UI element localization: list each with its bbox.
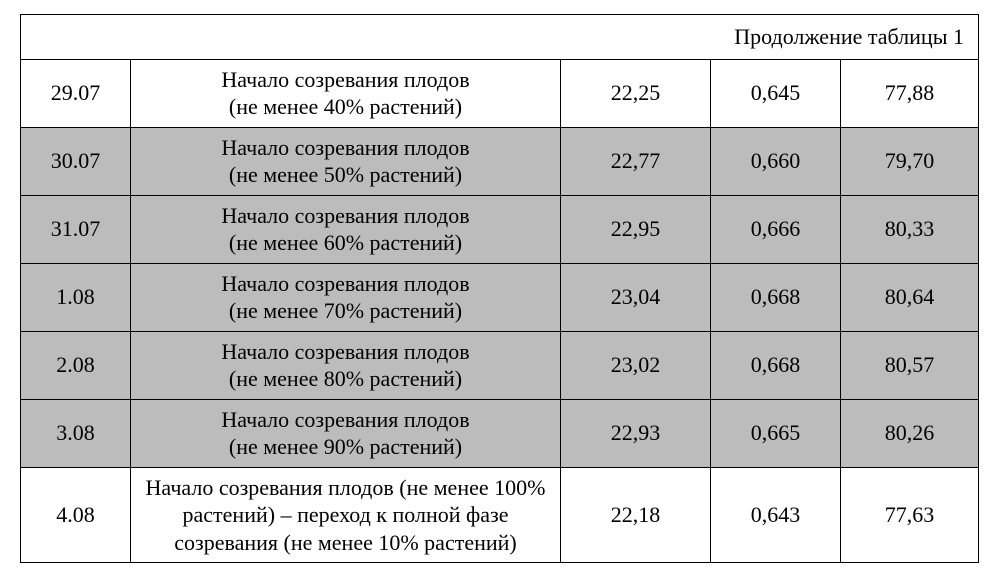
cell-v1: 22,93 (561, 399, 711, 467)
cell-v1: 22,18 (561, 467, 711, 563)
cell-v2: 0,660 (711, 127, 841, 195)
cell-date: 2.08 (21, 331, 131, 399)
table-row: 30.07 Начало созревания плодов (не менее… (21, 127, 979, 195)
cell-date: 31.07 (21, 195, 131, 263)
cell-v3: 80,64 (841, 263, 979, 331)
cell-v2: 0,645 (711, 59, 841, 127)
cell-date: 30.07 (21, 127, 131, 195)
desc-line1: Начало созревания плодов (135, 406, 556, 434)
page-container: Продолжение таблицы 1 29.07 Начало созре… (0, 0, 999, 577)
data-table: Продолжение таблицы 1 29.07 Начало созре… (20, 14, 979, 563)
cell-v2: 0,643 (711, 467, 841, 563)
cell-v2: 0,668 (711, 331, 841, 399)
cell-desc: Начало созревания плодов (не менее 80% р… (131, 331, 561, 399)
desc-line2: (не менее 80% растений) (135, 365, 556, 393)
cell-v2: 0,665 (711, 399, 841, 467)
cell-v3: 80,26 (841, 399, 979, 467)
table-row: 31.07 Начало созревания плодов (не менее… (21, 195, 979, 263)
cell-v3: 80,57 (841, 331, 979, 399)
cell-v1: 22,77 (561, 127, 711, 195)
desc-line1: Начало созревания плодов (135, 270, 556, 298)
desc-line2: (не менее 40% растений) (135, 93, 556, 121)
cell-v3: 80,33 (841, 195, 979, 263)
table-row: 29.07 Начало созревания плодов (не менее… (21, 59, 979, 127)
cell-desc: Начало созревания плодов (не менее 50% р… (131, 127, 561, 195)
cell-date: 29.07 (21, 59, 131, 127)
cell-v1: 22,95 (561, 195, 711, 263)
cell-date: 4.08 (21, 467, 131, 563)
desc-line1: Начало созревания плодов (135, 338, 556, 366)
cell-v2: 0,666 (711, 195, 841, 263)
cell-desc: Начало созревания плодов (не менее 60% р… (131, 195, 561, 263)
cell-v3: 79,70 (841, 127, 979, 195)
cell-desc: Начало созревания плодов (не менее 100% … (131, 467, 561, 563)
desc-line1: Начало созревания плодов (135, 66, 556, 94)
cell-v3: 77,88 (841, 59, 979, 127)
desc-line1: Начало созревания плодов (135, 134, 556, 162)
desc-line2: (не менее 70% растений) (135, 297, 556, 325)
table-row: 4.08 Начало созревания плодов (не менее … (21, 467, 979, 563)
table-row: 3.08 Начало созревания плодов (не менее … (21, 399, 979, 467)
table-row: 1.08 Начало созревания плодов (не менее … (21, 263, 979, 331)
cell-v1: 22,25 (561, 59, 711, 127)
table-caption-row: Продолжение таблицы 1 (21, 15, 979, 60)
desc-line1: Начало созревания плодов (135, 202, 556, 230)
table-row: 2.08 Начало созревания плодов (не менее … (21, 331, 979, 399)
cell-date: 3.08 (21, 399, 131, 467)
cell-desc: Начало созревания плодов (не менее 90% р… (131, 399, 561, 467)
cell-v3: 77,63 (841, 467, 979, 563)
cell-date: 1.08 (21, 263, 131, 331)
cell-desc: Начало созревания плодов (не менее 70% р… (131, 263, 561, 331)
cell-v1: 23,04 (561, 263, 711, 331)
desc-line2: (не менее 90% растений) (135, 433, 556, 461)
cell-v1: 23,02 (561, 331, 711, 399)
desc-line2: (не менее 50% растений) (135, 161, 556, 189)
desc-line2: (не менее 60% растений) (135, 229, 556, 257)
cell-v2: 0,668 (711, 263, 841, 331)
cell-desc: Начало созревания плодов (не менее 40% р… (131, 59, 561, 127)
table-caption: Продолжение таблицы 1 (21, 15, 979, 60)
